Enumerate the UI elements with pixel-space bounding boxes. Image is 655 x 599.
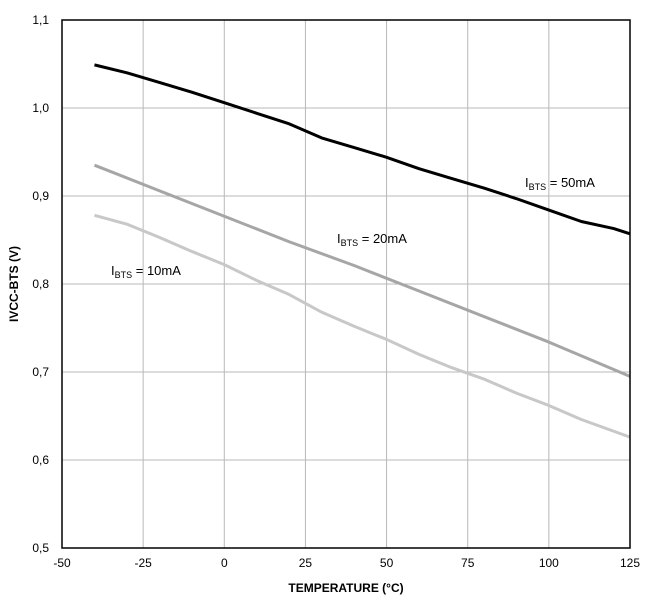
x-tick-label: 100	[539, 556, 559, 570]
y-tick-label: 0,6	[32, 453, 49, 467]
series-labels: IBTS = 50mA IBTS = 20mA IBTS = 10mA	[111, 175, 595, 280]
x-axis-title: TEMPERATURE (°C)	[288, 581, 403, 595]
series-line	[94, 63, 631, 236]
grid	[62, 20, 630, 548]
y-tick-label: 1,0	[32, 101, 49, 115]
y-tick-labels: 0,5 0,6 0,7 0,8 0,9 1,0 1,1	[32, 13, 49, 555]
plot-frame	[61, 19, 631, 549]
y-tick-label: 0,9	[32, 189, 49, 203]
x-tick-label: 0	[221, 556, 228, 570]
series-line	[94, 213, 631, 439]
series-label: IBTS = 50mA	[525, 175, 595, 192]
x-tick-label: -50	[53, 556, 71, 570]
x-tick-label: 25	[299, 556, 313, 570]
series-label: IBTS = 20mA	[337, 231, 407, 248]
y-tick-label: 1,1	[32, 13, 49, 27]
x-tick-label: 75	[461, 556, 475, 570]
y-tick-label: 0,7	[32, 365, 49, 379]
series-label: IBTS = 10mA	[111, 263, 181, 280]
series-lines	[93, 63, 631, 439]
y-tick-label: 0,8	[32, 277, 49, 291]
x-tick-label: 125	[620, 556, 640, 570]
y-axis-title: IVCC-BTS (V)	[7, 246, 21, 322]
x-tick-label: -25	[134, 556, 152, 570]
x-tick-label: 50	[380, 556, 394, 570]
y-tick-label: 0,5	[32, 541, 49, 555]
x-tick-labels: -50 -25 0 25 50 75 100 125	[53, 556, 640, 570]
series-line	[93, 163, 631, 378]
